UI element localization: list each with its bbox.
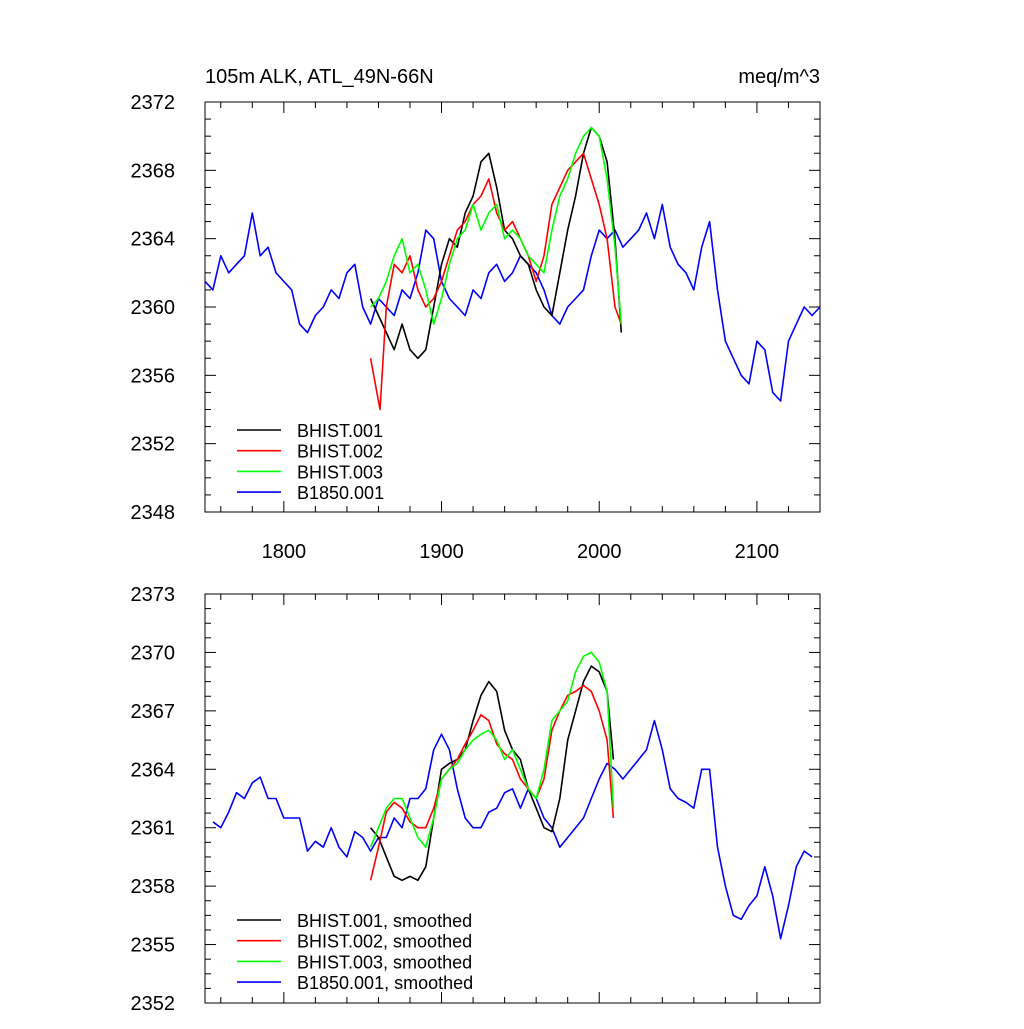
panel-2-legend-label-4: B1850.001, smoothed: [297, 973, 473, 993]
panel-2-series-group: [212, 651, 813, 940]
panel-1-xtick-label: 1800: [262, 541, 307, 563]
panel-2-series-line-2: [369, 684, 615, 881]
panel-1-ytick-label: 2364: [131, 229, 176, 251]
panel-2-ytick-label: 2358: [131, 876, 176, 898]
panel-1-xtick-label: 2100: [735, 541, 780, 563]
panel-1-series-line-3: [370, 126, 623, 325]
panel-2-series-line-1: [369, 665, 615, 882]
panel-2-legend-label-2: BHIST.002, smoothed: [297, 932, 472, 952]
panel-1-legend-label-1: BHIST.001: [297, 421, 383, 441]
panel-1-series-line-1: [369, 126, 623, 360]
panel-1-ytick-label: 2368: [131, 160, 176, 182]
panel-2-ytick-label: 2355: [131, 935, 176, 957]
panel-1-title-left: 105m ALK, ATL_49N-66N: [205, 66, 434, 88]
panel-1-ytick-label: 2352: [131, 434, 176, 456]
panel-1-series-group: [205, 126, 820, 411]
panel-1-legend-label-3: BHIST.003: [297, 462, 383, 482]
panel-2-ytick-label: 2373: [131, 584, 176, 606]
panel-2-ytick-label: 2364: [131, 759, 176, 781]
panel-2-ytick-label: 2352: [131, 993, 176, 1015]
panel-2-legend-label-3: BHIST.003, smoothed: [297, 952, 472, 972]
panel-1-title-right: meq/m^3: [738, 66, 820, 88]
panel-1-series-line-2: [369, 152, 623, 411]
panel-1-ytick-label: 2360: [131, 297, 176, 319]
panel-2-ytick-label: 2361: [131, 818, 176, 840]
panel-1-xtick-label: 2000: [577, 541, 622, 563]
panel-2-ytick-label: 2367: [131, 701, 176, 723]
panel-2-ytick-label: 2370: [131, 642, 176, 664]
panel-2-series-line-4: [212, 719, 813, 940]
panel-1-ytick-label: 2372: [131, 92, 176, 114]
panel-2-legend-label-1: BHIST.001, smoothed: [297, 911, 472, 931]
panel-2-series-line-3: [369, 651, 615, 848]
panel-1-legend-label-2: BHIST.002: [297, 442, 383, 462]
panel-1: 2348 2352 2356 2360 2364 2368 2372 1800 1900 2000…: [131, 66, 821, 563]
panel-1-xtick-label: 1900: [419, 541, 464, 563]
panel-2: 2352 2355 2358 2361 2364 2367 2370 2373 BHIST.00…: [131, 584, 821, 1015]
panel-1-ytick-label: 2348: [131, 502, 176, 524]
panel-1-legend-label-4: B1850.001: [297, 483, 384, 503]
panel-1-series-line-4: [205, 203, 820, 402]
panel-1-ytick-label: 2356: [131, 365, 176, 387]
